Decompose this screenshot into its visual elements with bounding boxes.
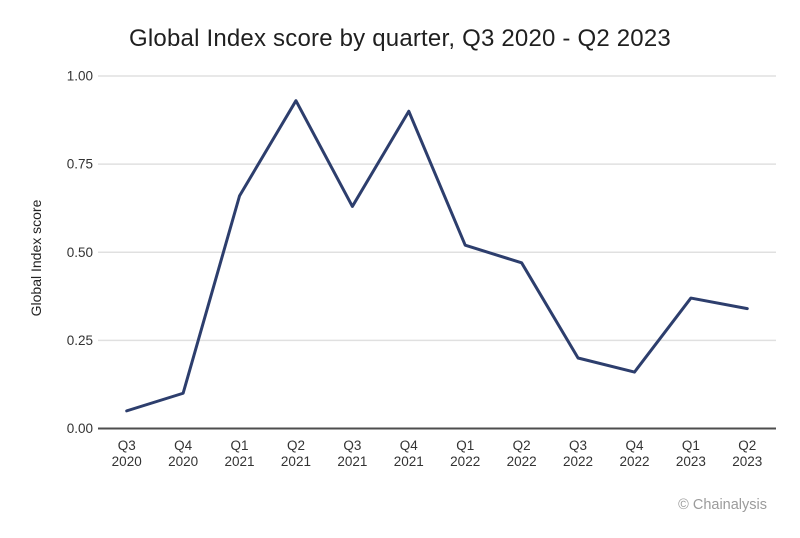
x-tick-label: Q1 2022 [450,438,480,469]
x-tick-labels: Q3 2020 Q4 2020 Q1 2021 Q2 2021 Q3 2021 Q4 2021 Q1 20… [112,438,763,469]
chart-title: Global Index score by quarter, Q3 2020 -… [129,25,671,52]
y-tick-label: 0.25 [67,333,93,348]
x-tick-label: Q3 2020 [112,438,142,469]
x-tick-label: Q1 2021 [225,438,255,469]
y-tick-label: 0.00 [67,421,93,436]
x-tick-label: Q4 2022 [619,438,649,469]
x-tick-label: Q3 2022 [563,438,593,469]
y-tick-label: 0.50 [67,245,93,260]
x-tick-label: Q2 2021 [281,438,311,469]
x-tick-label: Q4 2021 [394,438,424,469]
gridlines [98,75,776,342]
x-tick-label: Q2 2022 [507,438,537,469]
x-tick-label: Q2 2023 [732,438,762,469]
y-tick-label: 1.00 [67,69,93,84]
x-tick-label: Q3 2021 [337,438,367,469]
attribution: © Chainalysis [678,497,767,513]
x-tick-label: Q4 2020 [168,438,198,469]
x-tick-label: Q1 2023 [676,438,706,469]
series-line [125,99,749,413]
y-tick-label: 0.75 [67,157,93,172]
y-axis-title: Global Index score [28,199,44,317]
y-tick-labels: 0.00 0.25 0.50 0.75 1.00 [67,69,93,437]
